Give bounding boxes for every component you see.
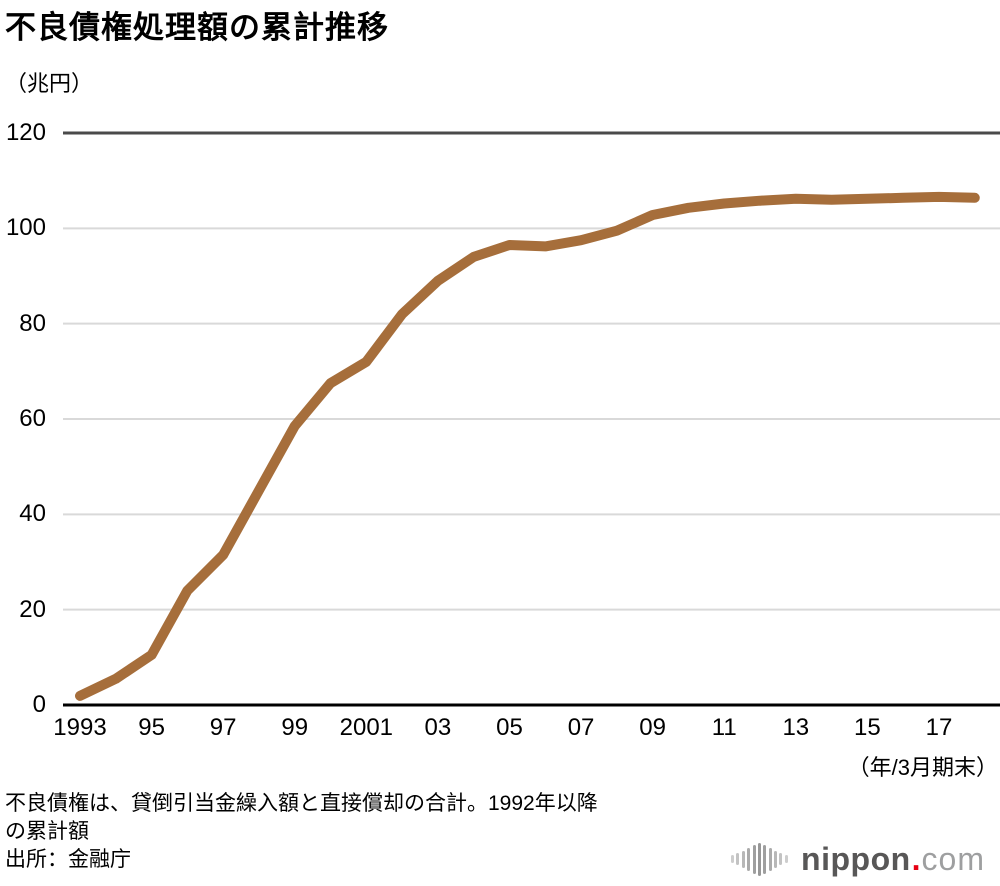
cumulative-npl-line-series: [75, 191, 980, 701]
soundwave-bar: [763, 844, 767, 874]
x-tick-label: 95: [138, 714, 165, 741]
soundwave-bar: [779, 853, 783, 865]
y-tick-label: 80: [19, 309, 46, 337]
soundwave-bar: [774, 850, 778, 868]
x-tick-label: 15: [854, 714, 881, 741]
y-tick-label: 120: [5, 118, 46, 146]
y-tick-label: 40: [19, 500, 46, 528]
footnote-line-2: の累計額: [5, 820, 89, 843]
footnote-line-1: 不良債権は、貸倒引当金繰入額と直接償却の合計。1992年以降: [5, 792, 598, 815]
x-tick-label: 2001: [339, 714, 394, 741]
x-tick-label: 05: [496, 714, 523, 741]
y-tick-label: 20: [19, 595, 46, 623]
logo-text-com: com: [921, 840, 985, 877]
soundwave-bar: [757, 842, 761, 876]
soundwave-bar: [768, 847, 772, 871]
source-note: 出所：金融庁: [5, 848, 131, 871]
y-tick-label: 100: [5, 214, 46, 242]
chart-title: 不良債権処理額の累計推移: [5, 10, 389, 45]
x-tick-label: 11: [711, 714, 737, 741]
soundwave-bar: [747, 847, 751, 871]
soundwave-bar: [736, 853, 740, 865]
logo-text-nippon: nippon: [801, 840, 911, 877]
soundwave-bar: [752, 844, 756, 874]
soundwave-bar: [741, 850, 745, 868]
x-tick-label: 13: [782, 714, 810, 741]
soundwave-bar: [784, 855, 788, 863]
x-tick-label: 1993: [53, 714, 107, 741]
x-axis-note: （年/3月期末）: [847, 755, 998, 780]
soundwave-icon: [730, 842, 789, 876]
y-tick-label: 60: [19, 404, 46, 432]
soundwave-bar: [731, 855, 735, 863]
y-tick-label: 0: [32, 691, 46, 718]
nippon-logo: nippon . com: [730, 838, 985, 880]
x-tick-label: 97: [209, 714, 237, 741]
y-axis-unit-label: （兆円）: [5, 71, 94, 96]
logo-dot: .: [911, 840, 921, 877]
x-tick-label: 99: [281, 714, 309, 741]
x-tick-label: 03: [424, 714, 452, 741]
x-tick-label: 09: [639, 714, 666, 741]
x-tick-label: 17: [925, 714, 953, 741]
x-tick-label: 07: [567, 714, 595, 741]
